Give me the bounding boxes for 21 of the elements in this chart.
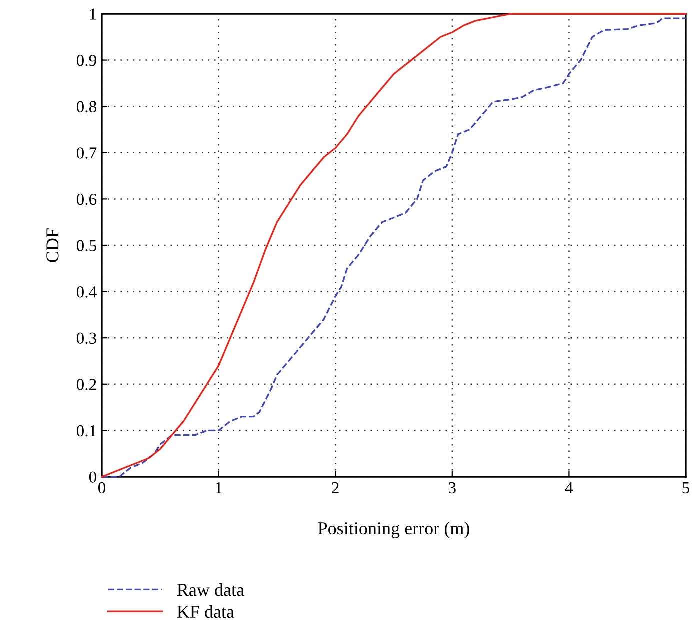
y-axis-title: CDF [46,228,59,262]
x-axis-title: Positioning error (m) [318,522,470,538]
legend-label: Raw data [177,583,244,596]
y-tick-label: 0.8 [76,101,97,113]
legend-label: KF data [177,605,234,618]
y-tick-label: 0.1 [76,425,96,437]
x-tick-label: 2 [332,482,339,494]
y-tick-label: 0.9 [76,55,96,66]
x-tick-label: 1 [216,482,222,494]
y-tick-label: 0.2 [76,379,96,390]
x-tick-label: 5 [682,482,690,494]
y-tick-label: 0.5 [76,240,96,252]
y-tick-label: 0.4 [76,286,97,298]
y-tick-label: 0.3 [76,332,96,344]
y-tick-label: 1 [90,8,96,20]
x-tick-label: 3 [449,482,456,494]
x-tick-label: 4 [565,482,574,494]
y-tick-label: 0.7 [76,148,97,159]
y-tick-label: 0.6 [76,194,97,206]
y-tick-label: 0 [89,472,97,483]
x-tick-label: 0 [98,482,106,494]
